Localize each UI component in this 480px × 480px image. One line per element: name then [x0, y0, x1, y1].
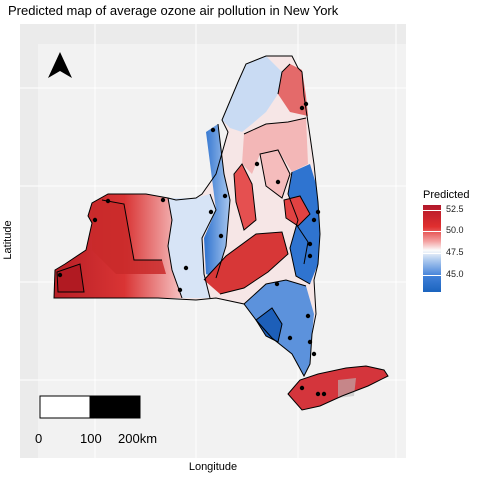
scale-bar: [39, 395, 141, 419]
contour-high-center-2: [260, 150, 290, 198]
station-point: [183, 265, 189, 271]
station-point: [208, 209, 214, 215]
x-axis-label: Longitude: [188, 461, 238, 473]
legend-tick-50-0: 50.0: [446, 225, 464, 235]
station-point: [222, 193, 228, 199]
legend-tick-45-0: 45.0: [446, 269, 464, 279]
contour-low-central: [204, 124, 230, 278]
legend-colorbar: [423, 205, 441, 292]
station-point: [307, 253, 313, 259]
station-point: [307, 241, 313, 247]
station-point: [311, 217, 317, 223]
station-point: [177, 287, 183, 293]
legend-tickmark: [423, 253, 441, 254]
contour-lines: [53, 55, 389, 411]
map-panel: [20, 24, 406, 458]
contour-high-north: [242, 118, 308, 174]
map-title: Predicted map of average ozone air pollu…: [8, 3, 339, 18]
station-point: [311, 351, 317, 357]
contour-peak-west: [57, 264, 84, 292]
station-point: [315, 391, 321, 397]
scale-label-100: 100: [80, 431, 102, 446]
contour-low-north: [222, 56, 282, 132]
legend-tickmark: [423, 210, 441, 211]
station-point: [299, 105, 305, 111]
station-point: [275, 179, 281, 185]
station-point: [303, 101, 309, 107]
legend-tick-52-5: 52.5: [446, 204, 464, 214]
legend-tick-47-5: 47.5: [446, 247, 464, 257]
station-point: [57, 272, 63, 278]
station-point: [315, 209, 321, 215]
station-points: [57, 101, 327, 397]
station-point: [210, 127, 216, 133]
station-point: [92, 217, 98, 223]
map-canvas: [20, 24, 406, 458]
contour-lowest-south: [256, 308, 282, 342]
long-island-tip: [338, 378, 356, 398]
contour-high-northeast: [278, 64, 308, 116]
contour-west-core: [92, 200, 166, 274]
station-point: [274, 281, 280, 287]
station-point: [287, 335, 293, 341]
y-axis-label: Latitude: [2, 220, 14, 260]
station-point: [321, 391, 327, 397]
station-point: [254, 161, 260, 167]
station-point: [299, 385, 305, 391]
scale-label-200: 200km: [118, 431, 158, 446]
north-arrow-icon: [48, 52, 72, 78]
station-point: [160, 197, 166, 203]
station-point: [305, 313, 311, 319]
scale-label-0: 0: [35, 431, 43, 446]
legend-tickmark: [423, 231, 441, 232]
contour-high-south-central: [204, 232, 288, 294]
station-point: [218, 233, 224, 239]
station-point: [307, 339, 313, 345]
contour-low-east: [288, 164, 320, 284]
legend-tickmark: [423, 275, 441, 276]
contour-lightblue-center: [168, 194, 216, 298]
legend-title: Predicted: [423, 189, 470, 201]
station-point: [105, 198, 111, 204]
contour-high-center-3: [284, 196, 310, 226]
